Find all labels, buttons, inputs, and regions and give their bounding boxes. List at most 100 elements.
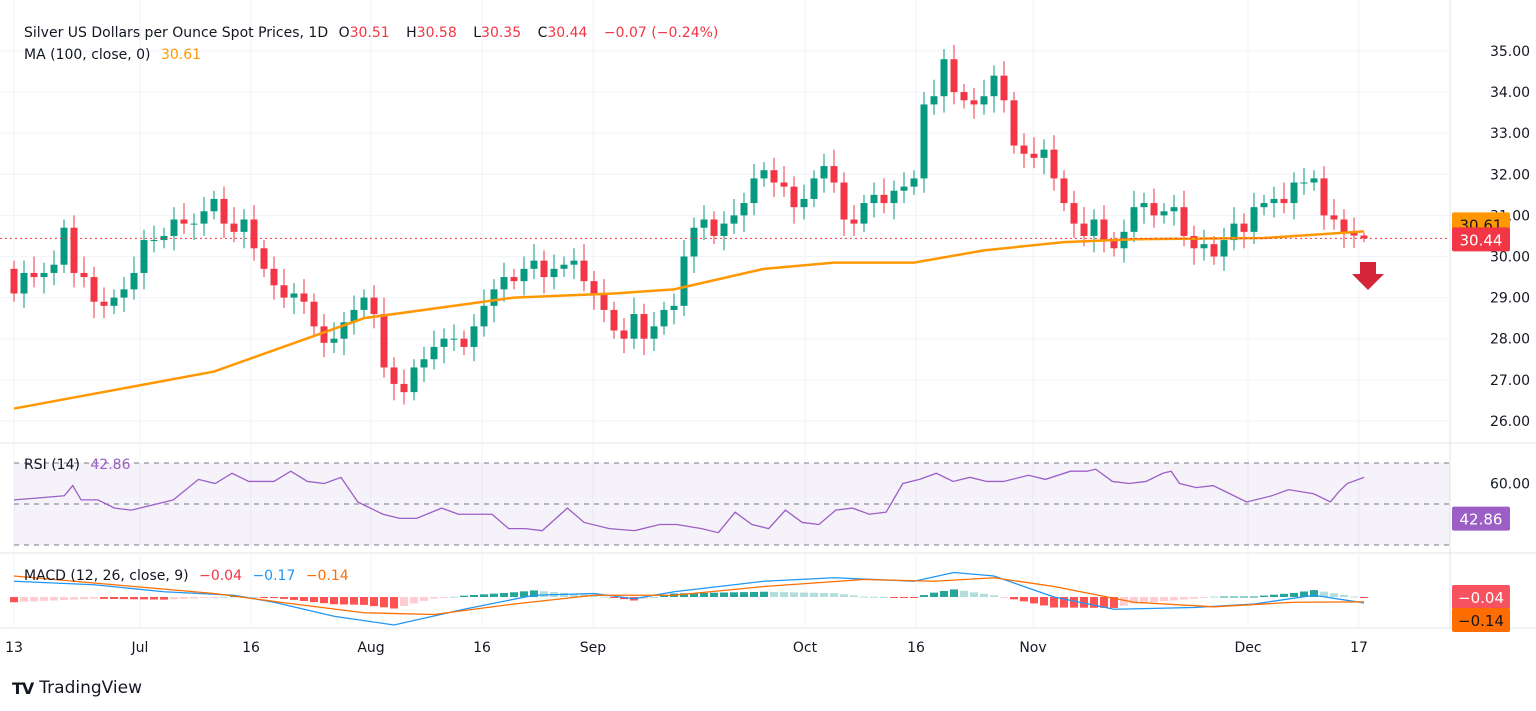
- macd-histogram-bar: [140, 597, 148, 600]
- candle-body: [590, 281, 598, 294]
- macd-histogram-bar: [840, 594, 848, 597]
- candle-body: [670, 305, 678, 310]
- candle-body: [1240, 223, 1248, 232]
- macd-hist-badge: −0.04: [1458, 589, 1504, 607]
- ma-legend: MA (100, close, 0) 30.61: [24, 47, 207, 63]
- axes: 35.0034.0033.0032.0031.0030.0029.0028.00…: [5, 44, 1530, 656]
- macd-histogram-bar: [920, 595, 928, 597]
- macd-histogram-bar: [260, 597, 268, 598]
- symbol-title: Silver US Dollars per Ounce Spot Prices,…: [24, 25, 329, 41]
- macd-histogram-bar: [350, 597, 358, 605]
- price-tick-label: 27.00: [1490, 373, 1530, 389]
- macd-histogram-bar: [800, 592, 808, 597]
- candle-body: [650, 326, 658, 339]
- candle-body: [620, 330, 628, 339]
- macd-histogram-bar: [430, 597, 438, 599]
- grid: [0, 0, 1536, 629]
- macd-histogram-bar: [450, 596, 458, 598]
- macd-histogram-bar: [750, 591, 758, 597]
- candle-body: [120, 289, 128, 298]
- macd-histogram-bar: [1040, 597, 1048, 606]
- candle-body: [820, 166, 828, 179]
- candle-body: [1030, 153, 1038, 158]
- candle-body: [950, 59, 958, 93]
- candle-body: [810, 178, 818, 199]
- macd-label: MACD (12, 26, close, 9): [24, 568, 189, 584]
- candle-body: [1270, 198, 1278, 204]
- candle-body: [430, 346, 438, 360]
- macd-histogram-bar: [960, 590, 968, 597]
- high-value: H30.58: [406, 25, 463, 41]
- macd-histogram-bar: [590, 595, 598, 597]
- candle-body: [700, 219, 708, 228]
- candle-body: [790, 186, 798, 208]
- candle-body: [1330, 215, 1338, 220]
- macd-histogram-bar: [400, 597, 408, 606]
- macd-histogram-bar: [30, 597, 38, 602]
- candle-body: [760, 170, 768, 179]
- candle-body: [1220, 240, 1228, 257]
- macd-histogram-bar: [220, 596, 228, 598]
- macd-histogram-bar: [760, 591, 768, 597]
- macd-histogram-bar: [100, 597, 108, 599]
- macd-histogram-bar: [780, 592, 788, 597]
- macd-histogram-bar: [190, 597, 198, 599]
- time-tick-label: 16: [473, 640, 491, 656]
- candle-body: [780, 182, 788, 187]
- candle-body: [850, 219, 858, 224]
- macd-legend: MACD (12, 26, close, 9) −0.04 −0.17 −0.1…: [24, 568, 355, 584]
- macd-histogram-bar: [700, 592, 708, 597]
- price-tick-label: 26.00: [1490, 414, 1530, 430]
- candle-body: [480, 305, 488, 327]
- macd-signal-badge-bg: [1452, 608, 1510, 632]
- price-tick-label: 29.00: [1490, 291, 1530, 307]
- candle-body: [1210, 244, 1218, 257]
- candle-body: [1280, 198, 1288, 204]
- candle-body: [1060, 178, 1068, 204]
- macd-histogram-bar: [500, 592, 508, 597]
- change: −0.07 (−0.24%): [603, 25, 719, 41]
- macd-histogram-bar: [680, 593, 688, 597]
- macd-histogram-bar: [440, 597, 448, 598]
- price-tick-label: 35.00: [1490, 44, 1530, 60]
- candle-body: [370, 297, 378, 315]
- macd-histogram-bar: [1020, 597, 1028, 602]
- candle-body: [1090, 219, 1098, 236]
- candle-body: [220, 198, 228, 224]
- macd-histogram-bar: [340, 597, 348, 605]
- candle-body: [550, 268, 558, 278]
- time-tick-label: Oct: [793, 640, 818, 656]
- macd-histogram-bar: [210, 597, 218, 598]
- macd-histogram-bar: [1290, 592, 1298, 597]
- macd-histogram-bar: [1210, 596, 1218, 598]
- price-tick-label: 28.00: [1490, 332, 1530, 348]
- macd-histogram-bar: [970, 592, 978, 597]
- macd-histogram-bar: [870, 596, 878, 598]
- rsi-tick-label: 60.00: [1490, 477, 1530, 493]
- candle-body: [600, 293, 608, 310]
- price-tick-label: 30.00: [1490, 250, 1530, 266]
- candle-body: [860, 203, 868, 224]
- time-tick-label: Aug: [357, 640, 384, 656]
- macd-histogram-bar: [1170, 597, 1178, 601]
- candle-body: [580, 260, 588, 282]
- macd-histogram-bar: [1180, 597, 1188, 600]
- candle-body: [690, 227, 698, 257]
- candle-body: [1360, 235, 1368, 239]
- macd-histogram-bar: [360, 597, 368, 605]
- candle-body: [1100, 219, 1108, 241]
- macd-histogram-bar: [620, 597, 628, 600]
- macd-histogram-bar: [1270, 594, 1278, 597]
- macd-histogram-bar: [120, 597, 128, 600]
- macd-histogram-bar: [40, 597, 48, 601]
- candle-body: [1160, 211, 1168, 216]
- macd-histogram-bar: [1200, 597, 1208, 598]
- tradingview-logo[interactable]: TV TradingView: [12, 678, 142, 698]
- candle-body: [40, 272, 48, 278]
- candle-body: [160, 235, 168, 241]
- macd-histogram-bar: [510, 592, 518, 597]
- candle-body: [1260, 203, 1268, 208]
- rsi-badge-bg: [1452, 506, 1510, 531]
- candle-body: [870, 194, 878, 204]
